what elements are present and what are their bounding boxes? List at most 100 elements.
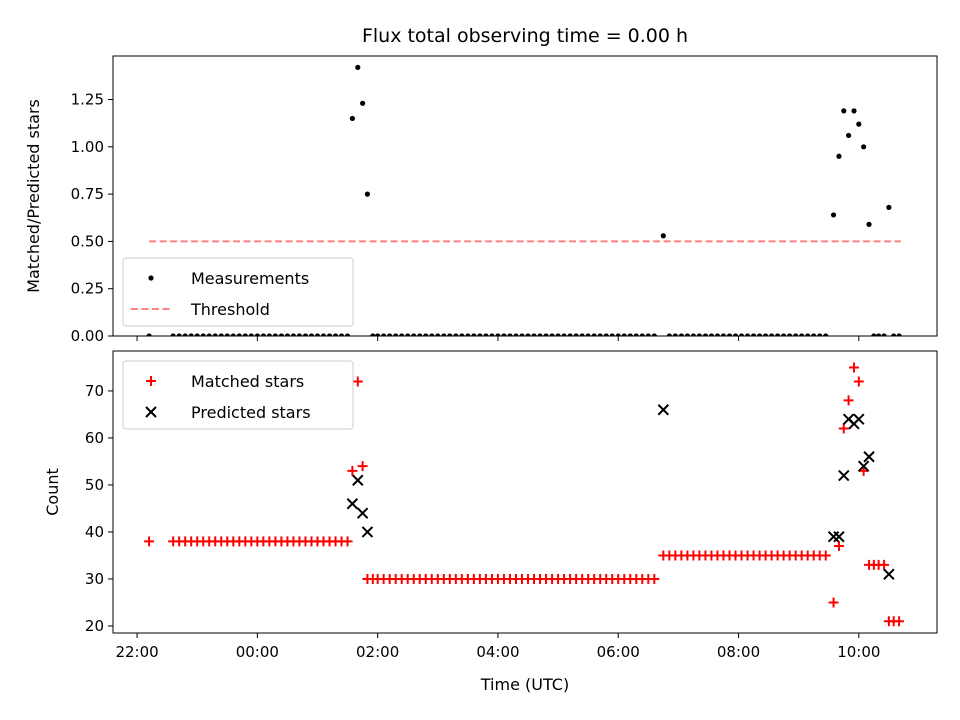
legend-label: Measurements xyxy=(191,269,309,288)
series-predicted-stars xyxy=(346,404,895,580)
data-point xyxy=(627,333,633,336)
data-point xyxy=(429,333,435,336)
data-point xyxy=(805,333,811,336)
plot-area xyxy=(146,64,902,336)
data-point xyxy=(853,376,864,387)
data-point xyxy=(603,333,609,336)
data-point xyxy=(657,404,670,416)
data-point xyxy=(531,333,537,336)
x-axis-label: Time (UTC) xyxy=(480,675,569,694)
data-point xyxy=(525,333,531,336)
legend-marker xyxy=(146,376,156,386)
data-point xyxy=(290,333,297,336)
x-tick-label: 22:00 xyxy=(115,643,158,661)
data-point xyxy=(561,333,567,336)
x-tick-label: 06:00 xyxy=(597,643,640,661)
data-point xyxy=(284,333,291,336)
data-point xyxy=(206,333,212,336)
data-point xyxy=(845,132,852,139)
data-point xyxy=(876,333,882,336)
data-point xyxy=(356,507,369,519)
data-point xyxy=(146,333,152,336)
data-point xyxy=(495,333,501,336)
data-point xyxy=(696,333,703,336)
data-point xyxy=(399,333,405,336)
data-point xyxy=(738,333,745,336)
data-point xyxy=(726,333,733,336)
data-point xyxy=(352,376,363,387)
data-point xyxy=(881,333,887,336)
data-point xyxy=(585,333,591,336)
y-axis-label: Count xyxy=(43,468,62,516)
data-point xyxy=(338,333,345,336)
y-tick-label: 40 xyxy=(85,523,104,541)
data-point xyxy=(639,333,645,336)
data-point xyxy=(567,333,573,336)
data-point xyxy=(848,362,859,373)
legend-label: Matched stars xyxy=(191,372,304,391)
data-point xyxy=(188,333,194,336)
data-point xyxy=(507,333,513,336)
legend: Measurements Threshold xyxy=(122,257,354,327)
data-point xyxy=(894,616,905,627)
data-point xyxy=(690,333,697,336)
data-point xyxy=(513,333,519,336)
data-point xyxy=(666,333,672,336)
data-point xyxy=(645,333,651,336)
y-tick-label: 50 xyxy=(85,476,104,494)
data-point xyxy=(891,333,897,336)
data-point xyxy=(501,333,507,336)
data-point xyxy=(591,333,597,336)
data-point xyxy=(651,333,657,336)
data-point xyxy=(744,333,751,336)
data-point xyxy=(393,333,399,336)
data-point xyxy=(260,333,266,336)
data-point xyxy=(471,333,477,336)
data-point xyxy=(660,233,666,239)
data-point xyxy=(830,212,837,218)
data-point xyxy=(836,153,842,159)
data-point xyxy=(856,121,862,127)
data-point xyxy=(863,451,875,463)
y-tick-label: 0.75 xyxy=(71,185,104,203)
data-point xyxy=(811,333,817,336)
data-point xyxy=(332,333,339,336)
data-point xyxy=(543,333,549,336)
data-point xyxy=(357,461,368,472)
series-matched-stars xyxy=(144,362,905,627)
data-point xyxy=(714,333,721,336)
data-point xyxy=(423,333,429,336)
data-point xyxy=(621,333,627,336)
data-point xyxy=(861,144,867,150)
data-point xyxy=(272,333,278,336)
data-point xyxy=(387,333,393,336)
data-point xyxy=(768,333,775,336)
data-point xyxy=(435,333,441,336)
data-point xyxy=(344,333,351,336)
data-point xyxy=(609,333,615,336)
y-tick-label: 1.25 xyxy=(71,91,104,109)
data-point xyxy=(170,333,176,336)
data-point xyxy=(308,333,315,336)
y-tick-label: 30 xyxy=(85,570,104,588)
data-point xyxy=(302,333,309,336)
data-point xyxy=(411,333,417,336)
data-point xyxy=(843,395,854,406)
data-point xyxy=(787,333,793,336)
data-point xyxy=(364,191,371,197)
data-point xyxy=(314,333,321,336)
data-point xyxy=(459,333,465,336)
data-point xyxy=(361,526,374,538)
data-point xyxy=(453,333,459,336)
data-point xyxy=(176,333,182,336)
y-tick-label: 70 xyxy=(85,382,104,400)
data-point xyxy=(278,333,285,336)
data-point xyxy=(194,333,200,336)
data-point xyxy=(841,108,847,114)
data-point xyxy=(750,333,757,336)
legend-marker xyxy=(148,275,154,281)
data-point xyxy=(615,333,621,336)
data-point xyxy=(555,333,561,336)
x-tick-label: 00:00 xyxy=(236,643,279,661)
